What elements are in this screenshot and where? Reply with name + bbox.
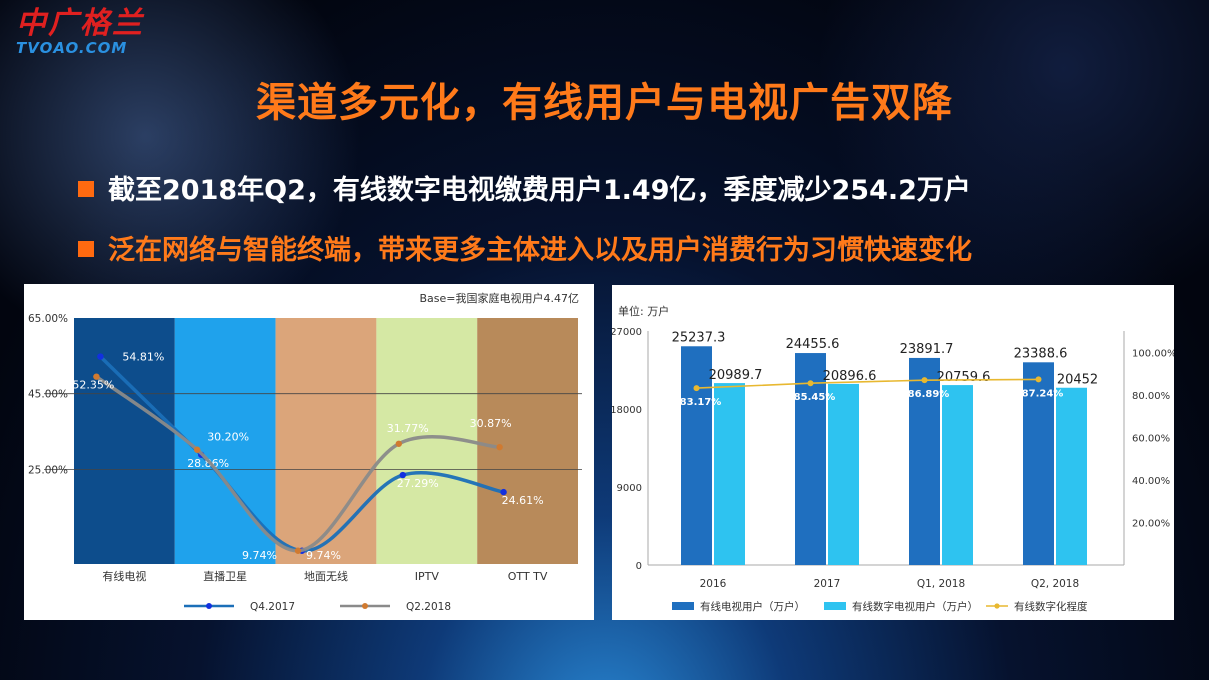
data-label: 30.20% <box>207 431 249 444</box>
data-label: 27.29% <box>397 477 439 490</box>
bar-cable-users <box>681 346 712 565</box>
y-tick-label: 9000 <box>617 483 642 494</box>
chart-penetration-panel: Base=我国家庭电视用户4.47亿有线电视 直播卫星 地面无线 IPTV OTT TV… <box>24 284 594 620</box>
y-tick-label: 45.00% <box>28 389 68 401</box>
legend-marker <box>994 603 1000 609</box>
bar-digital-users <box>942 385 973 565</box>
bullet-2-text: 泛在网络与智能终端，带来更多主体进入以及用户消费行为习惯快速变化 <box>108 235 972 266</box>
series-point <box>500 488 507 496</box>
x-tick-label: 地面无线 <box>304 569 348 583</box>
data-label: 24.61% <box>502 494 544 507</box>
bullet-2: 泛在网络与智能终端，带来更多主体进入以及用户消费行为习惯快速变化 <box>78 228 972 267</box>
bullet-1-text: 截至2018年Q2，有线数字电视缴费用户1.49亿，季度减少254.2万户 <box>108 175 971 206</box>
x-tick-label: 2017 <box>814 578 841 590</box>
bar-digital-users <box>714 383 745 565</box>
legend-label: 有线电视用户（万户） <box>700 600 805 613</box>
y-tick-label: 65.00% <box>28 313 68 325</box>
y-tick-label: 0 <box>636 561 642 572</box>
bar-digital-users <box>828 383 859 565</box>
legend-label: 有线数字电视用户（万户） <box>852 600 978 613</box>
y2-tick-label: 60.00% <box>1132 433 1170 444</box>
category-column <box>477 318 578 564</box>
data-label: 54.81% <box>122 351 164 364</box>
bar-cable-users <box>795 353 826 565</box>
x-tick-label: 有线电视 <box>102 569 146 583</box>
chart-cable-users: 单位: 万户 27000 18000 9000 0 100.00% 80.00% 60.00%… <box>610 304 1176 613</box>
legend-marker <box>362 603 368 609</box>
series-line-digitization <box>696 378 1039 389</box>
legend-marker <box>206 603 212 609</box>
series-point-digitization <box>921 377 928 384</box>
data-label-digitization: 85.45% <box>794 392 836 403</box>
x-tick-label: 2016 <box>700 578 727 590</box>
x-tick-label: 直播卫星 <box>203 569 247 583</box>
legend-label: 有线数字化程度 <box>1014 600 1088 613</box>
data-label-cable: 25237.3 <box>672 330 726 345</box>
legend-label: Q2.2018 <box>406 601 451 613</box>
y2-tick-label: 80.00% <box>1132 391 1170 402</box>
bullet-1: 截至2018年Q2，有线数字电视缴费用户1.49亿，季度减少254.2万户 <box>78 168 971 207</box>
x-tick-label: Q1, 2018 <box>917 578 965 590</box>
y2-tick-label: 20.00% <box>1132 518 1170 529</box>
chart-cable-users-panel: 单位: 万户 27000 18000 9000 0 100.00% 80.00% 60.00%… <box>610 285 1177 620</box>
page-title: 渠道多元化，有线用户与电视广告双降 <box>256 80 953 126</box>
data-label: 9.74% <box>242 549 277 562</box>
data-label-cable: 23388.6 <box>1014 346 1068 361</box>
data-label-digitization: 83.17% <box>680 397 722 408</box>
x-tick-label: Q2, 2018 <box>1031 578 1079 590</box>
bar-cable-users <box>909 357 940 565</box>
y2-tick-label: 100.00% <box>1132 348 1174 359</box>
logo: 中广格兰 TVOAO.COM <box>16 6 144 57</box>
data-label-digital: 20989.7 <box>709 368 763 383</box>
y-tick-label: 25.00% <box>28 464 68 476</box>
series-point <box>93 373 100 380</box>
data-label: 9.74% <box>306 549 341 562</box>
logo-cn: 中广格兰 <box>16 6 144 41</box>
series-point-digitization <box>1035 376 1042 383</box>
data-label-digitization: 87.24% <box>1022 388 1064 399</box>
bullet-square-icon <box>78 241 94 257</box>
data-label-digital: 20759.6 <box>937 370 991 385</box>
bullet-square-icon <box>78 181 94 197</box>
series-point <box>395 440 402 447</box>
data-label-cable: 24455.6 <box>786 337 840 352</box>
data-label: 31.77% <box>387 422 429 435</box>
legend-swatch <box>824 602 846 610</box>
data-label-cable: 23891.7 <box>900 342 954 357</box>
series-point <box>97 353 104 360</box>
series-point <box>496 443 503 451</box>
base-note: Base=我国家庭电视用户4.47亿 <box>420 291 580 305</box>
legend-label: Q4.2017 <box>250 601 295 613</box>
unit-label: 单位: 万户 <box>618 304 669 318</box>
x-tick-label: IPTV <box>415 570 440 583</box>
data-label-digitization: 86.89% <box>908 389 950 400</box>
data-label: 52.35% <box>72 379 114 392</box>
data-label-digital: 20452 <box>1057 373 1098 388</box>
data-label: 30.87% <box>470 417 512 430</box>
series-point-digitization <box>807 380 814 387</box>
legend-swatch <box>672 602 694 610</box>
y2-tick-label: 40.00% <box>1132 476 1170 487</box>
series-point <box>399 471 406 479</box>
x-tick-label: OTT TV <box>508 570 548 583</box>
logo-en: TVOAO.COM <box>16 39 128 57</box>
bar-cable-users <box>1023 362 1054 565</box>
data-label-digital: 20896.6 <box>823 369 877 384</box>
bar-digital-users <box>1056 387 1087 565</box>
y-tick-label: 18000 <box>612 405 642 416</box>
category-column <box>74 318 175 564</box>
category-column <box>275 318 377 564</box>
series-point <box>294 547 302 554</box>
y-tick-label: 27000 <box>612 327 642 338</box>
series-point <box>194 446 201 453</box>
series-point-digitization <box>693 385 700 392</box>
